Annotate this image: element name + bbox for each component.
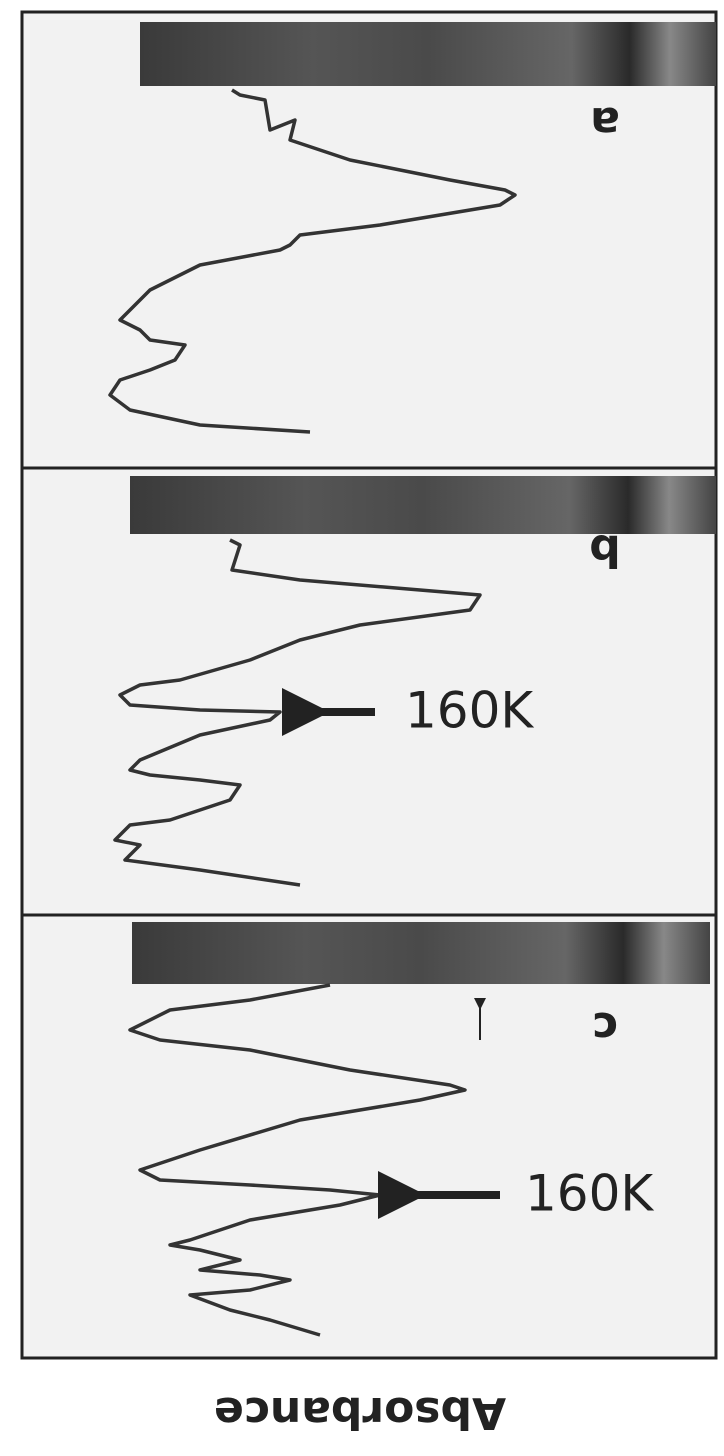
panel-label: b [589,525,621,576]
panel-label: a [590,97,620,148]
figure: a b 160K c 160K Absorbance [0,0,724,1456]
panel-label: c [592,1002,618,1053]
gel-strip [132,922,710,984]
gel-strip [130,476,716,534]
annotation: 160K [405,682,534,740]
annotation: 160K [525,1165,654,1223]
gel-strip [140,22,716,86]
axis-label: Absorbance [214,1387,506,1438]
